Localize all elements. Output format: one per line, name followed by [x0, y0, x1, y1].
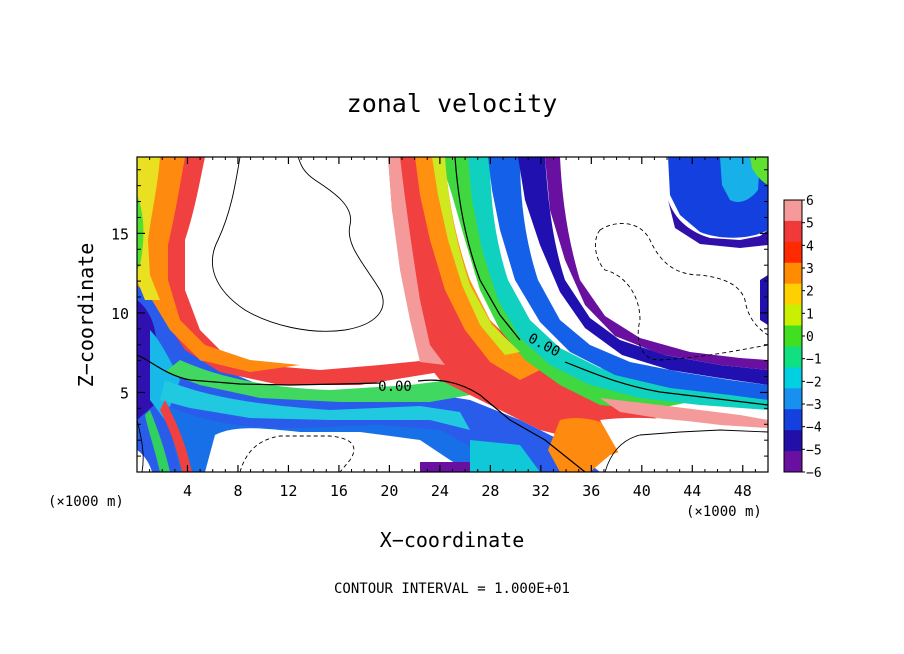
zero-contour-diagonal [454, 157, 768, 406]
region-top-left-yellow [137, 157, 160, 300]
chart-title: zonal velocity [347, 89, 558, 118]
x-tick-label: 12 [279, 482, 297, 500]
region-central-cyan-jet [468, 157, 768, 410]
colorbar-swatch [784, 388, 802, 410]
colorbar-label: 3 [806, 262, 814, 277]
x-tick-label: 8 [233, 482, 242, 500]
region-bottom-purple-patch [420, 462, 470, 472]
colorbar-swatch [784, 241, 802, 264]
colorbar-label: 4 [806, 239, 814, 254]
x-axis-title: X−coordinate [380, 528, 525, 552]
y-axis-title: Z−coordinate [74, 243, 98, 388]
region-top-right-cyan [720, 157, 760, 202]
y-axis: 5 10 15 [111, 169, 768, 457]
neg-contour-lower-left [239, 435, 355, 472]
contour-lines [137, 157, 768, 472]
colorbar-label: 2 [806, 285, 814, 300]
region-bottom-cyan-patch [470, 440, 540, 472]
colorbar-swatch [784, 409, 802, 431]
region-bottom-left-white [137, 450, 152, 472]
region-lower-right-pink [600, 398, 768, 428]
colorbar-label: −4 [806, 421, 822, 436]
region-top-right-purple [668, 200, 768, 248]
colorbar-label: 1 [806, 307, 814, 322]
colorbar-swatch [784, 304, 802, 327]
y-tick-label: 5 [120, 384, 129, 402]
colorbar-label: −5 [806, 443, 822, 458]
colorbar-swatch [784, 367, 802, 389]
negative-contours [239, 223, 768, 472]
x-tick-label: 48 [734, 482, 752, 500]
x-tick-label: 40 [633, 482, 651, 500]
colorbar-swatch [784, 200, 802, 222]
region-central-green-jet [440, 157, 700, 410]
region-central-pink-edge [388, 157, 445, 365]
colorbar-label: −1 [806, 353, 822, 368]
colorbar: 6 5 4 3 2 1 0 −1 −2 −3 −4 −5 −6 [783, 194, 822, 481]
plot-area: 0.00 0.00 [136, 156, 769, 473]
region-right-blue-sliver [760, 275, 768, 325]
x-tick-label: 24 [431, 482, 449, 500]
region-bottom-left-green-strand [145, 410, 170, 472]
region-top-left-orange [137, 157, 300, 372]
colorbar-label: 0 [806, 330, 814, 345]
region-lower-right-white [600, 417, 768, 472]
contour-upper-left-loop [211, 157, 384, 332]
region-central-purple-edge [545, 157, 768, 370]
region-central-yellow-jet [432, 157, 520, 355]
colorbar-swatch [784, 220, 802, 243]
region-middle-cyan-band [160, 380, 470, 430]
colorbar-swatch [784, 283, 802, 306]
x-tick-label: 44 [683, 482, 701, 500]
x-tick-label: 16 [330, 482, 348, 500]
region-lower-white-gap [205, 428, 470, 472]
colorbar-swatch [784, 451, 802, 473]
x-unit-label-right: (×1000 m) [686, 504, 762, 520]
contour-left-strand [137, 419, 144, 472]
heatmap-field [137, 157, 768, 472]
colorbar-swatch [784, 325, 802, 347]
x-tick-label: 4 [183, 482, 192, 500]
contour-interval-footer: CONTOUR INTERVAL = 1.000E+01 [334, 581, 570, 597]
region-central-deep-blue-jet [518, 157, 768, 385]
colorbar-label: −3 [806, 398, 822, 413]
zero-contour-lower [137, 354, 586, 472]
region-middle-green-band [165, 360, 470, 402]
x-unit-label-left: (×1000 m) [48, 494, 124, 510]
region-top-left-green [137, 195, 144, 270]
colorbar-swatch [784, 430, 802, 452]
x-tick-label: 28 [481, 482, 499, 500]
y-tick-label: 10 [111, 305, 129, 323]
colorbar-label: −6 [806, 466, 822, 481]
colorbar-label: 6 [806, 194, 814, 209]
region-central-red-jet [388, 157, 660, 440]
x-tick-label: 32 [532, 482, 550, 500]
region-central-blue-jet [488, 157, 768, 400]
region-top-right-green [750, 157, 768, 185]
colorbar-label: 5 [806, 217, 814, 232]
contour-label-zero-lower: 0.00 [378, 379, 412, 395]
colorbar-swatch [784, 346, 802, 368]
x-tick-label: 20 [380, 482, 398, 500]
y-tick-label: 15 [111, 225, 129, 243]
x-tick-label: 36 [582, 482, 600, 500]
x-axis: 4 8 12 16 20 24 28 32 36 40 44 48 [149, 157, 756, 500]
contour-lower-right [604, 429, 768, 472]
colorbar-label: −2 [806, 375, 822, 390]
colorbar-swatch [784, 262, 802, 285]
region-bottom-left-red-strand [160, 400, 192, 472]
